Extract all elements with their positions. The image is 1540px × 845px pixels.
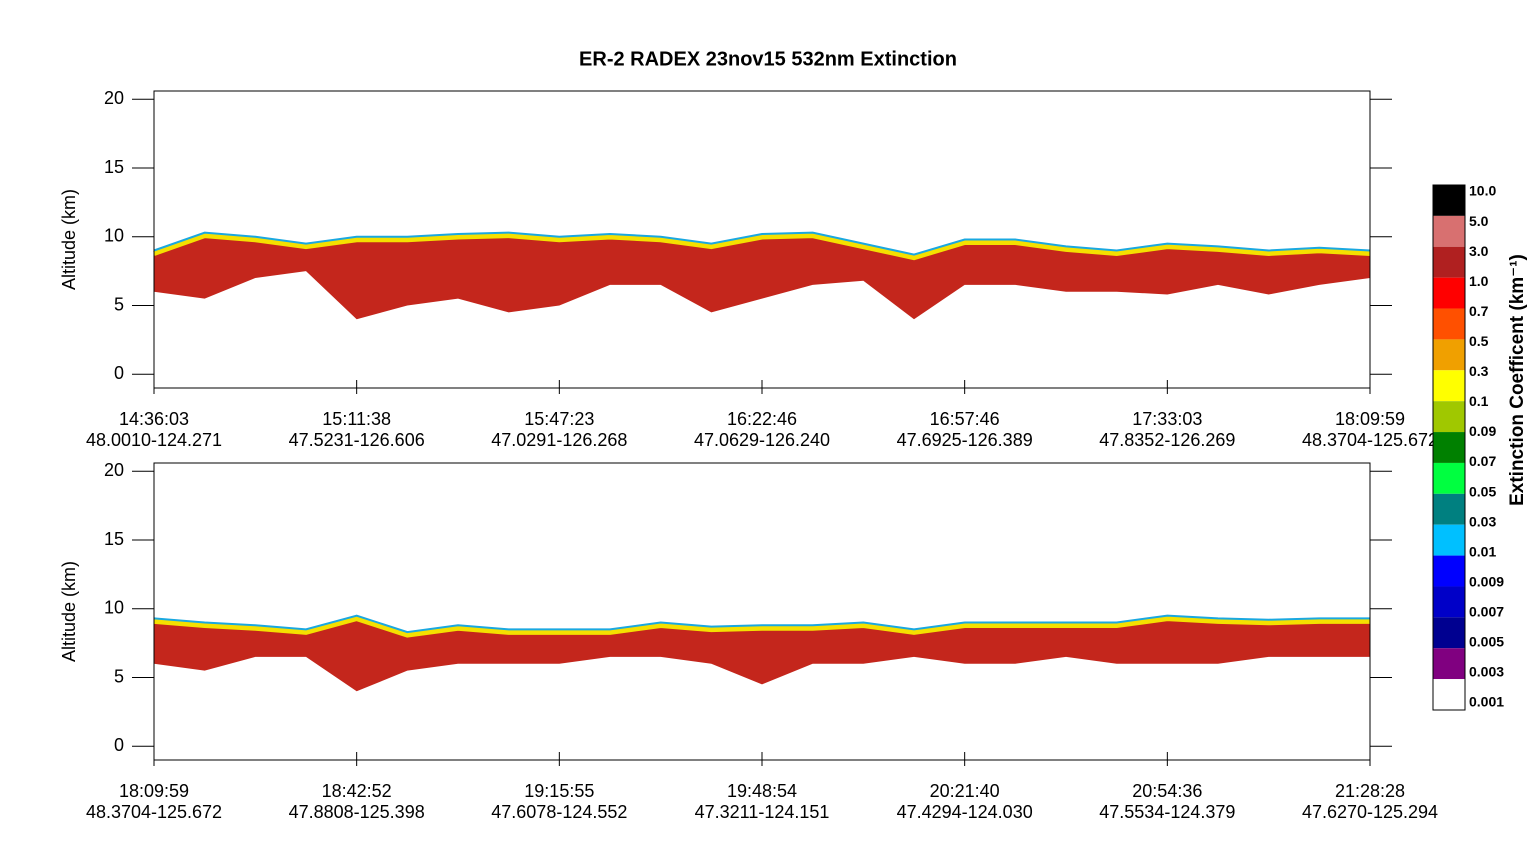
x-tick-label: 15:11:38 bbox=[322, 409, 391, 429]
y-axis-label: Altitude (km) bbox=[59, 189, 79, 290]
colorbar-band bbox=[1433, 339, 1465, 371]
cloud-edge bbox=[153, 616, 1370, 638]
colorbar-title: Extinction Coefficent (km⁻¹) bbox=[1507, 254, 1528, 506]
y-tick-label: 5 bbox=[114, 294, 124, 314]
chart-title: ER-2 RADEX 23nov15 532nm Extinction bbox=[579, 48, 957, 70]
x-tick-label: 20:21:40 bbox=[930, 781, 1000, 801]
y-tick-label: 10 bbox=[104, 598, 124, 618]
x-location-label: 47.6078-124.552 bbox=[491, 802, 627, 822]
colorbar-band bbox=[1433, 462, 1465, 494]
colorbar-band bbox=[1433, 370, 1465, 402]
x-location-label: 47.6270-125.294 bbox=[1302, 802, 1438, 822]
x-location-label: 48.3704-125.672 bbox=[86, 802, 222, 822]
x-tick-label: 18:09:59 bbox=[119, 781, 189, 801]
x-location-label: 47.3211-124.151 bbox=[695, 802, 830, 822]
y-tick-label: 15 bbox=[104, 157, 124, 177]
x-tick-label: 21:28:28 bbox=[1335, 781, 1405, 801]
x-location-label: 47.5231-126.606 bbox=[289, 430, 425, 450]
x-location-label: 47.6925-126.389 bbox=[897, 430, 1033, 450]
colorbar-label: 0.1 bbox=[1469, 393, 1489, 409]
colorbar-band bbox=[1433, 277, 1465, 309]
x-tick-label: 18:42:52 bbox=[322, 781, 392, 801]
colorbar-band bbox=[1433, 432, 1465, 463]
colorbar-band bbox=[1433, 679, 1465, 710]
colorbar-label: 0.7 bbox=[1469, 303, 1489, 319]
colorbar-band bbox=[1433, 246, 1465, 278]
colorbar-band bbox=[1433, 586, 1465, 618]
colorbar-band bbox=[1433, 555, 1465, 587]
colorbar-band bbox=[1433, 617, 1465, 649]
colorbar-label: 5.0 bbox=[1469, 213, 1489, 229]
x-location-label: 48.3704-125.672 bbox=[1302, 430, 1438, 450]
x-location-label: 47.4294-124.030 bbox=[897, 802, 1033, 822]
x-tick-label: 20:54:36 bbox=[1132, 781, 1202, 801]
y-tick-label: 20 bbox=[104, 460, 124, 480]
colorbar-label: 0.3 bbox=[1469, 363, 1489, 379]
y-tick-label: 0 bbox=[114, 363, 124, 383]
y-axis-label: Altitude (km) bbox=[59, 561, 79, 662]
cloud-area bbox=[154, 615, 1370, 692]
colorbar-label: 0.005 bbox=[1469, 634, 1504, 650]
colorbar-band bbox=[1433, 308, 1465, 340]
y-tick-label: 20 bbox=[104, 88, 124, 108]
x-location-label: 47.0291-126.268 bbox=[491, 430, 627, 450]
colorbar-label: 0.007 bbox=[1469, 604, 1504, 620]
colorbar-band bbox=[1433, 524, 1465, 556]
y-tick-label: 10 bbox=[104, 226, 124, 246]
x-location-label: 47.5534-124.379 bbox=[1099, 802, 1235, 822]
x-location-label: 47.8808-125.398 bbox=[289, 802, 425, 822]
y-tick-label: 5 bbox=[114, 666, 124, 686]
cloud-top bbox=[153, 231, 1371, 256]
x-tick-label: 19:15:55 bbox=[524, 781, 594, 801]
colorbar-label: 0.05 bbox=[1469, 483, 1496, 499]
x-tick-label: 17:33:03 bbox=[1132, 409, 1202, 429]
x-tick-label: 16:22:46 bbox=[727, 409, 797, 429]
colorbar-label: 0.009 bbox=[1469, 573, 1504, 589]
plot-frame bbox=[153, 462, 1371, 761]
colorbar-label: 0.5 bbox=[1469, 333, 1489, 349]
colorbar-label: 10.0 bbox=[1469, 183, 1496, 199]
colorbar-label: 0.001 bbox=[1469, 694, 1504, 710]
x-tick-label: 15:47:23 bbox=[524, 409, 594, 429]
colorbar-band bbox=[1433, 401, 1465, 433]
y-tick-label: 15 bbox=[104, 529, 124, 549]
y-tick-label: 0 bbox=[114, 735, 124, 755]
colorbar-label: 0.07 bbox=[1469, 453, 1496, 469]
colorbar-band bbox=[1433, 493, 1465, 525]
cloud-area bbox=[154, 232, 1370, 320]
cloud-top bbox=[153, 614, 1370, 634]
colorbar-band bbox=[1433, 185, 1465, 216]
colorbar-frame bbox=[1432, 184, 1466, 711]
colorbar-band bbox=[1433, 648, 1465, 680]
cloud-edge bbox=[153, 233, 1371, 261]
x-tick-label: 14:36:03 bbox=[119, 409, 189, 429]
x-location-label: 47.8352-126.269 bbox=[1099, 430, 1235, 450]
x-location-label: 47.0629-126.240 bbox=[694, 430, 830, 450]
x-tick-label: 16:57:46 bbox=[930, 409, 1000, 429]
x-location-label: 48.0010-124.271 bbox=[86, 430, 222, 450]
colorbar-label: 0.03 bbox=[1469, 513, 1496, 529]
colorbar-label: 3.0 bbox=[1469, 243, 1489, 259]
x-tick-label: 19:48:54 bbox=[727, 781, 797, 801]
colorbar-band bbox=[1433, 215, 1465, 247]
colorbar-label: 1.0 bbox=[1469, 273, 1489, 289]
colorbar-label: 0.09 bbox=[1469, 423, 1496, 439]
colorbar-label: 0.01 bbox=[1469, 543, 1496, 559]
x-tick-label: 18:09:59 bbox=[1335, 409, 1405, 429]
colorbar-label: 0.003 bbox=[1469, 664, 1504, 680]
